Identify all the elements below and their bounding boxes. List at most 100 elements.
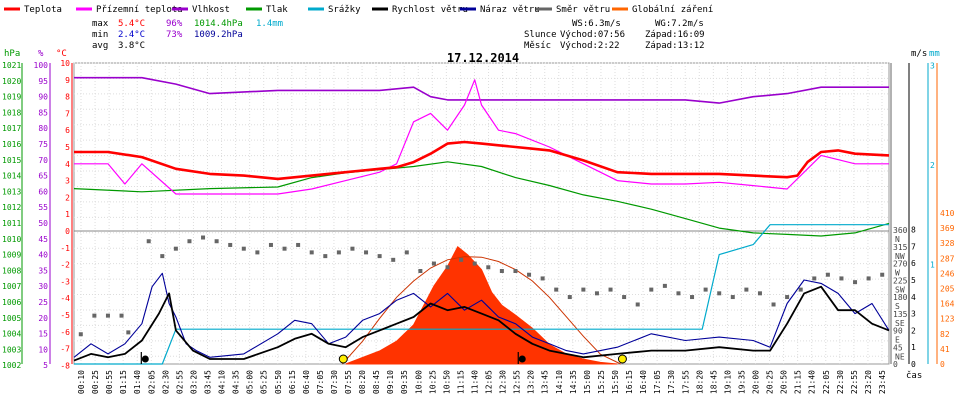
wind-direction-point [771, 302, 776, 307]
time-tick: 12:05 [485, 370, 494, 394]
pct-tick: 50 [38, 219, 48, 228]
sunrise-marker [338, 354, 348, 364]
pct-tick: 5 [43, 361, 48, 370]
dir-tick: 180 [893, 293, 908, 302]
time-tick: 15:50 [611, 370, 620, 394]
wind-direction-point [812, 276, 817, 281]
rad-tick: 410 [940, 209, 955, 218]
wind-direction-point [567, 295, 572, 300]
hpa-tick: 1005 [2, 314, 21, 323]
time-tick: 06:40 [302, 370, 311, 394]
time-tick: 11:15 [456, 370, 465, 394]
time-tick: 21:40 [808, 370, 817, 394]
wind-direction-point [594, 291, 599, 296]
wind-direction-point [364, 250, 369, 255]
wind-direction-point [105, 313, 110, 318]
time-tick: 19:10 [723, 370, 732, 394]
wind-direction-point [309, 250, 314, 255]
time-tick: 04:35 [232, 370, 241, 394]
stat-max-hum: 96% [166, 19, 183, 29]
wind-direction-point [540, 276, 545, 281]
series-tlak [73, 161, 890, 237]
dir-tick-name: E [895, 336, 900, 345]
series-globalni-zareni [345, 246, 618, 365]
time-tick: 19:35 [737, 370, 746, 394]
dir-tick: 90 [893, 327, 903, 336]
hpa-tick: 1013 [2, 187, 21, 196]
c-tick: 0 [65, 227, 70, 236]
rad-tick: 41 [940, 345, 950, 354]
pct-tick: 40 [38, 251, 48, 260]
pct-tick: 65 [38, 172, 48, 181]
wind-direction-point [798, 287, 803, 292]
dir-tick: 225 [893, 276, 908, 285]
time-tick: 07:55 [344, 370, 353, 394]
wind-direction-point [690, 295, 695, 300]
info-sun-label: Slunce [524, 30, 557, 40]
mm-tick: 3 [930, 62, 935, 71]
ms-tick: 0 [911, 360, 916, 369]
mm-tick: 2 [930, 161, 935, 170]
time-tick: 13:20 [527, 370, 536, 394]
axis-title-hpa: hPa [4, 49, 20, 59]
c-tick: -3 [60, 277, 70, 286]
wind-direction-point [296, 242, 301, 247]
info-sunrise: Východ:07:56 [560, 30, 625, 40]
time-tick: 16:40 [639, 370, 648, 394]
wind-direction-point [228, 242, 233, 247]
pct-tick: 55 [38, 203, 48, 212]
time-tick: 23:45 [878, 370, 887, 394]
time-tick: 21:15 [794, 370, 803, 394]
wind-direction-point [214, 239, 219, 244]
rad-tick: 287 [940, 254, 955, 263]
series-vlhkost [74, 76, 889, 104]
dir-tick-name: N [895, 235, 900, 244]
time-tick: 02:05 [147, 370, 156, 394]
wind-direction-point [241, 246, 246, 251]
time-tick: 14:35 [569, 370, 578, 394]
right-axes: 360N315NW270W225SW180S135SE90E45NE087654… [890, 62, 955, 369]
info-sunset: Západ:16:09 [645, 30, 705, 40]
wind-direction-point [486, 265, 491, 270]
mm-tick: 1 [930, 261, 935, 270]
time-tick: 23:20 [864, 370, 873, 394]
wind-direction-point [255, 250, 260, 255]
c-tick: -4 [60, 294, 70, 303]
time-tick: 18:20 [695, 370, 704, 394]
wind-direction-point [350, 246, 355, 251]
wind-direction-point [744, 287, 749, 292]
stat-min-press: 1009.2hPa [194, 30, 243, 40]
ms-tick: 2 [911, 326, 916, 335]
time-tick: 17:30 [667, 370, 676, 394]
wind-direction-point [676, 291, 681, 296]
time-tick: 22:05 [822, 370, 831, 394]
legend-label: Globální záření [632, 5, 713, 15]
time-tick: 05:25 [260, 370, 269, 394]
dir-tick-name: S [895, 302, 900, 311]
c-tick: -6 [60, 328, 70, 337]
time-tick: 01:15 [119, 370, 128, 394]
axis-title-c: °C [56, 49, 67, 59]
axis-title-pct: % [38, 49, 44, 59]
stats-block: max 5.4°C 96% 1014.4hPa 1.4mm min 2.4°C … [92, 19, 283, 51]
wind-direction-point [377, 254, 382, 259]
dir-tick-name: NE [895, 352, 905, 361]
hpa-tick: 1004 [2, 330, 21, 339]
wind-direction-point [717, 291, 722, 296]
time-tick: 11:40 [470, 370, 479, 394]
time-tick: 07:05 [316, 370, 325, 394]
dir-tick: 360 [893, 226, 908, 235]
time-tick: 10:25 [428, 370, 437, 394]
time-tick: 15:00 [583, 370, 592, 394]
c-tick: -1 [60, 244, 70, 253]
pct-tick: 95 [38, 77, 48, 86]
wind-direction-point [527, 272, 532, 277]
rad-tick: 205 [940, 285, 955, 294]
rad-tick: 82 [940, 330, 950, 339]
wind-direction-point [785, 295, 790, 300]
wind-direction-point [866, 276, 871, 281]
pct-tick: 70 [38, 156, 48, 165]
hpa-tick: 1014 [2, 172, 21, 181]
wind-direction-point [146, 239, 151, 244]
wind-direction-point [757, 291, 762, 296]
